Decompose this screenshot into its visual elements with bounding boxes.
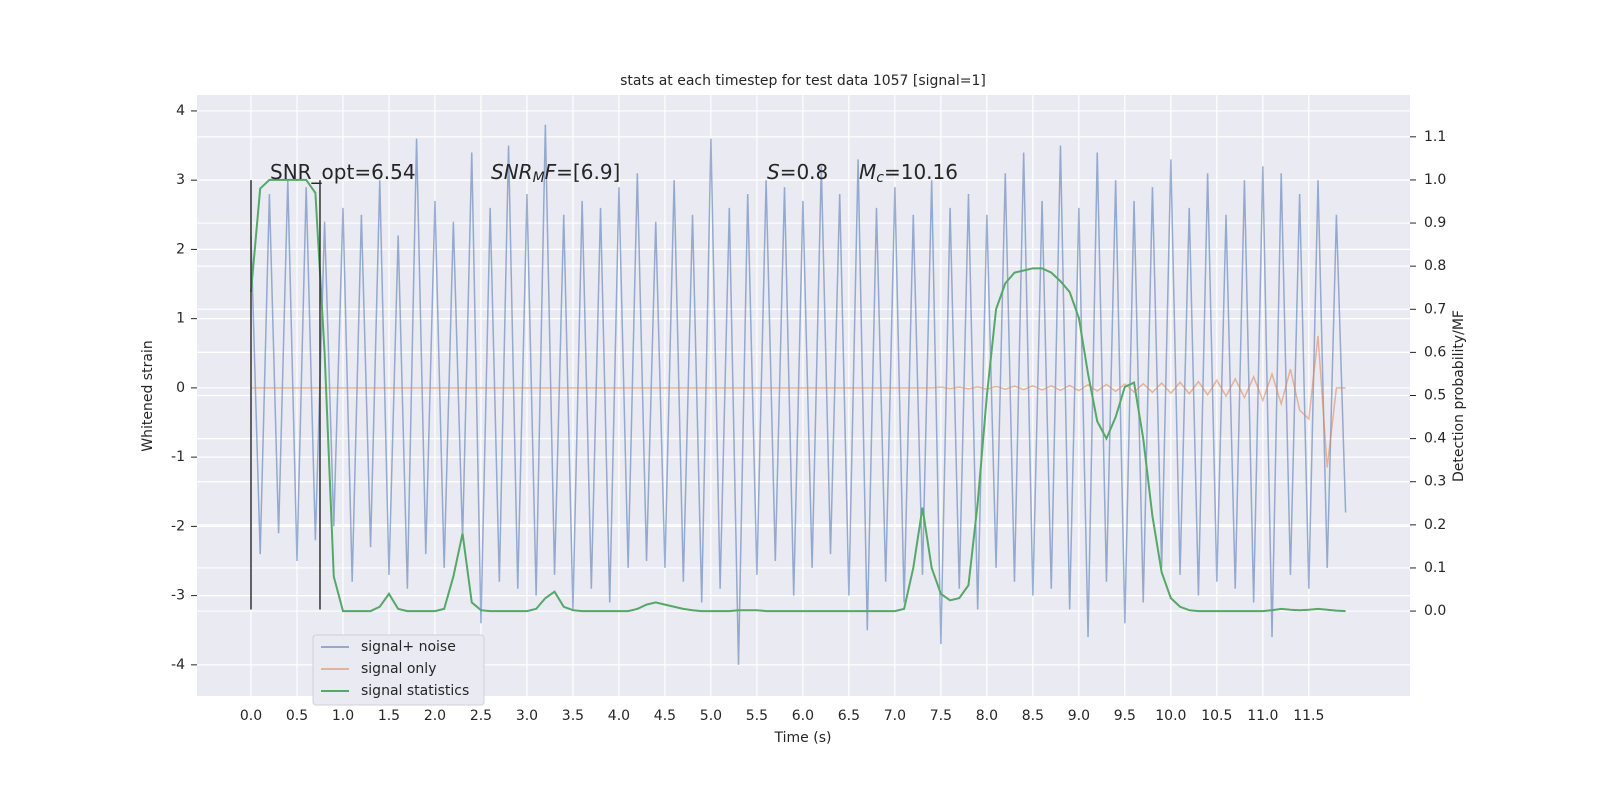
y2-tick-label: 0.8 xyxy=(1424,258,1446,274)
y2-tick-label: 0.4 xyxy=(1424,431,1446,447)
x-tick-label: 5.0 xyxy=(700,708,722,724)
annotation-part: M xyxy=(533,170,545,186)
y-tick-label: -2 xyxy=(171,518,185,534)
y2-tick-label: 0.3 xyxy=(1424,474,1446,490)
x-tick-label: 0.0 xyxy=(240,708,262,724)
x-tick-label: 10.5 xyxy=(1201,708,1232,724)
x-tick-label: 2.0 xyxy=(424,708,446,724)
x-tick-label: 6.5 xyxy=(838,708,860,724)
annotation-part: F xyxy=(545,160,557,184)
x-tick-label: 9.0 xyxy=(1068,708,1090,724)
y-tick-label: 1 xyxy=(176,311,185,327)
x-tick-label: 4.0 xyxy=(608,708,630,724)
series-line xyxy=(249,178,1346,613)
x-tick-label: 8.0 xyxy=(976,708,998,724)
y2-tick-label: 0.6 xyxy=(1424,344,1446,360)
annotation: SNR_opt=6.54 xyxy=(270,160,416,184)
y2-tick-label: 0.5 xyxy=(1424,388,1446,404)
annotation-part: c xyxy=(876,170,884,186)
y2-tick-label: 0.7 xyxy=(1424,301,1446,317)
x-tick-label: 9.5 xyxy=(1114,708,1136,724)
annotation-part: M xyxy=(859,160,876,184)
y-tick-label: 3 xyxy=(176,172,185,188)
annotation-part: SNR_opt=6.54 xyxy=(270,160,416,184)
x-tick-label: 10.0 xyxy=(1155,708,1186,724)
x-tick-label: 7.0 xyxy=(884,708,906,724)
y2-tick-label: 0.0 xyxy=(1424,603,1446,619)
x-tick-label: 3.0 xyxy=(516,708,538,724)
x-tick-label: 2.5 xyxy=(470,708,492,724)
y2-axis-label: Detection probability/MF xyxy=(1451,310,1467,482)
x-tick-label: 11.5 xyxy=(1293,708,1324,724)
annotation-part: =[6.9] xyxy=(556,160,620,184)
series-line xyxy=(250,335,1346,468)
x-tick-label: 1.0 xyxy=(332,708,354,724)
annotation: SNRMF=[6.9] xyxy=(491,160,620,187)
x-tick-label: 4.5 xyxy=(654,708,676,724)
legend-label: signal statistics xyxy=(361,683,469,699)
y-tick-label: -4 xyxy=(171,657,185,673)
y2-tick-label: 0.9 xyxy=(1424,215,1446,231)
y2-tick-label: 0.2 xyxy=(1424,517,1446,533)
annotation: Mc=10.16 xyxy=(859,160,958,187)
y-tick-label: 2 xyxy=(176,241,185,257)
annotation-part: SNR xyxy=(491,160,533,184)
annotation-part: =0.8 xyxy=(780,160,829,184)
annotation-part: S xyxy=(767,160,780,184)
annotation: S=0.8 xyxy=(767,160,828,184)
legend-label: signal+ noise xyxy=(361,639,456,655)
y-tick-label: -1 xyxy=(171,449,185,465)
chart-title: stats at each timestep for test data 105… xyxy=(620,73,986,89)
legend-label: signal only xyxy=(361,661,436,677)
y2-tick-label: 1.0 xyxy=(1424,172,1446,188)
x-tick-label: 8.5 xyxy=(1022,708,1044,724)
legend xyxy=(312,634,485,706)
x-tick-label: 5.5 xyxy=(746,708,768,724)
x-axis-label: Time (s) xyxy=(774,730,832,746)
annotation-part: =10.16 xyxy=(884,160,958,184)
x-tick-label: 1.5 xyxy=(378,708,400,724)
x-tick-label: 3.5 xyxy=(562,708,584,724)
series-line xyxy=(250,124,1347,665)
y-axis-label: Whitened strain xyxy=(140,340,156,451)
y-tick-label: 0 xyxy=(176,380,185,396)
y-tick-label: -3 xyxy=(171,588,185,604)
y-tick-label: 4 xyxy=(176,103,185,119)
y2-tick-label: 0.1 xyxy=(1424,560,1446,576)
x-tick-label: 11.0 xyxy=(1247,708,1278,724)
x-tick-label: 0.5 xyxy=(286,708,308,724)
y2-tick-label: 1.1 xyxy=(1424,129,1446,145)
x-tick-label: 6.0 xyxy=(792,708,814,724)
x-tick-label: 7.5 xyxy=(930,708,952,724)
